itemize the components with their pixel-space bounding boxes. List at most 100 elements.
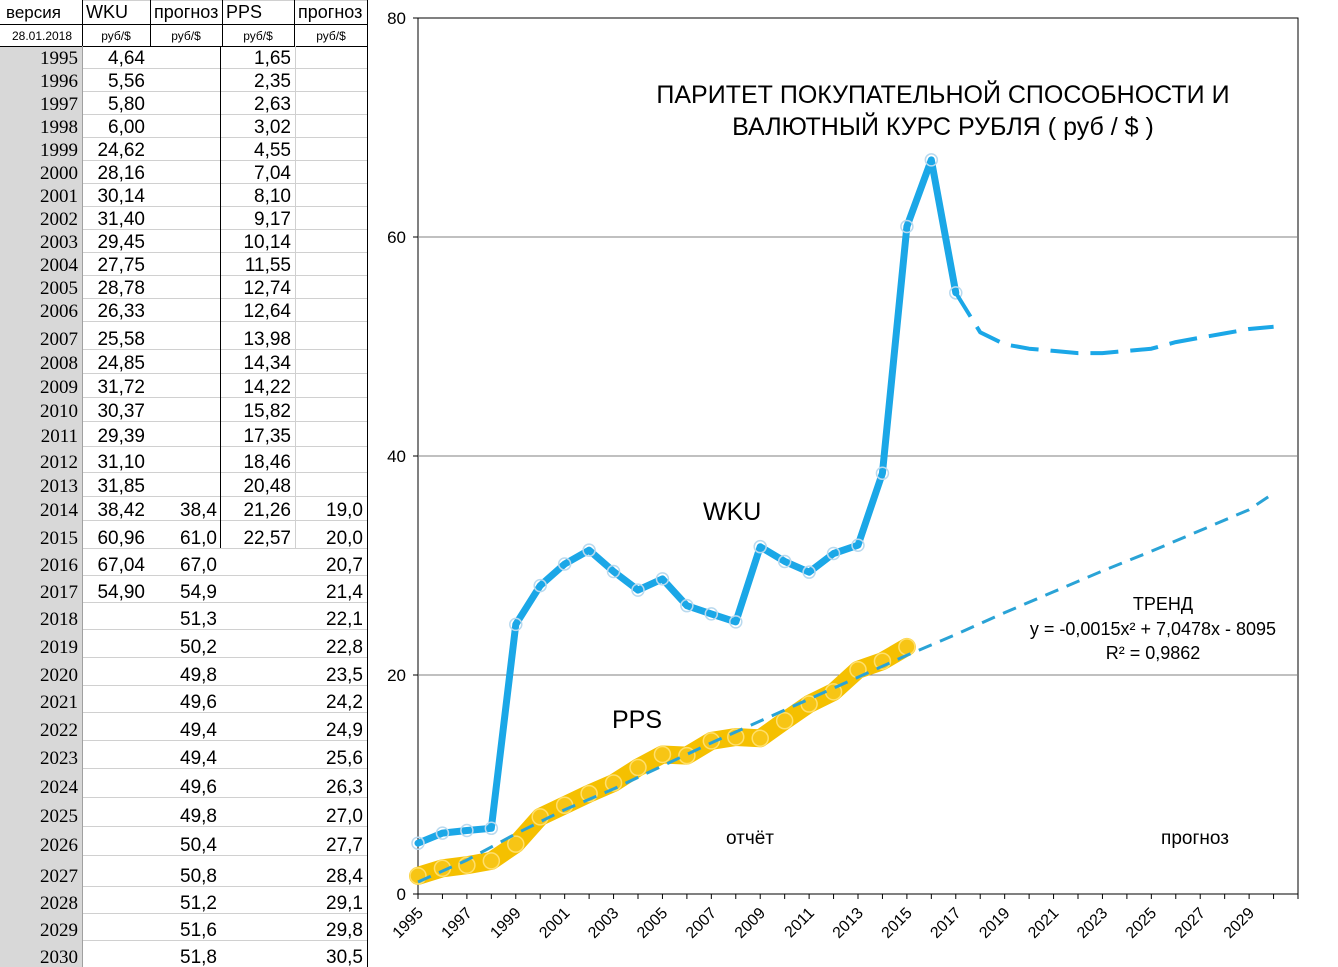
table-row-year: 2002 <box>40 209 78 230</box>
table-cell: 28,16 <box>97 163 145 184</box>
data-point <box>629 758 647 777</box>
table-cell: 11,55 <box>245 255 291 276</box>
table-row-year: 2009 <box>40 377 78 398</box>
table-cell: 4,55 <box>254 140 291 161</box>
table-header: WKU <box>86 2 128 22</box>
table-row-year: 2025 <box>40 806 78 827</box>
table-cell: 28,78 <box>97 278 145 299</box>
table-cell: 49,6 <box>180 777 217 798</box>
table-cell: 12,64 <box>243 301 291 322</box>
data-point <box>851 538 865 552</box>
table-row-year: 2019 <box>40 637 78 658</box>
table-cell: 29,8 <box>326 920 363 941</box>
table-cell: 31,40 <box>97 209 145 230</box>
table-cell: 6,00 <box>108 117 145 138</box>
data-point <box>898 638 916 656</box>
table-subheader: руб/$ <box>316 29 346 43</box>
table-cell: 5,56 <box>108 71 145 92</box>
table-cell: 49,8 <box>180 806 217 827</box>
data-point <box>507 835 525 853</box>
data-point <box>777 554 792 569</box>
series-line-1 <box>954 291 1274 356</box>
y-tick-label: 80 <box>387 9 406 28</box>
table-row-year: 2023 <box>40 748 78 769</box>
table-cell: 38,4 <box>180 500 217 521</box>
y-tick-label: 60 <box>387 228 406 247</box>
table-row-year: 1998 <box>40 117 78 138</box>
wku-series-label: WKU <box>703 498 761 526</box>
data-point <box>531 808 549 826</box>
table-cell: 49,6 <box>180 692 217 713</box>
table-header: версия <box>6 3 61 22</box>
table-cell: 24,62 <box>97 140 145 161</box>
table-cell: 28,4 <box>326 866 363 887</box>
series-line-3 <box>417 491 1275 884</box>
table-cell: 22,57 <box>243 528 291 549</box>
table-row-year: 2014 <box>40 500 79 521</box>
table-header: PPS <box>226 2 262 22</box>
table-cell: 13,98 <box>243 329 291 350</box>
table-cell: 51,6 <box>180 920 217 941</box>
data-point <box>460 823 474 838</box>
table-row-year: 2005 <box>40 278 78 299</box>
table-subheader: руб/$ <box>171 29 201 43</box>
year-column-bg <box>0 46 82 967</box>
y-tick-label: 20 <box>387 666 406 685</box>
table-row-year: 2000 <box>40 163 78 184</box>
data-point <box>435 826 450 840</box>
table-cell: 23,5 <box>326 665 363 686</box>
data-point <box>826 546 841 561</box>
table-cell: 49,4 <box>180 720 217 741</box>
table-cell: 25,58 <box>97 329 145 350</box>
table-row-year: 2003 <box>40 232 78 253</box>
table-cell: 54,9 <box>180 582 217 603</box>
data-point <box>900 219 914 234</box>
table-cell: 8,10 <box>254 186 291 207</box>
table-cell: 12,74 <box>243 278 291 299</box>
table-cell: 49,8 <box>180 665 217 686</box>
table-cell: 67,04 <box>97 555 145 576</box>
series-line-0 <box>414 156 960 847</box>
table-cell: 54,90 <box>97 582 145 603</box>
table-cell: 21,4 <box>326 582 363 603</box>
table-row-year: 1996 <box>40 71 78 92</box>
table-cell: 29,39 <box>97 426 145 447</box>
table-cell: 30,14 <box>97 186 145 207</box>
table-subheader: руб/$ <box>243 29 273 43</box>
chart-series <box>409 153 1275 885</box>
table-row-year: 2021 <box>40 692 78 713</box>
table-cell: 20,48 <box>243 476 291 497</box>
data-point <box>631 583 645 597</box>
data-point <box>949 286 963 300</box>
table-row-year: 2030 <box>40 947 78 967</box>
table-row-year: 2006 <box>40 301 78 322</box>
table-row-year: 2029 <box>40 920 78 941</box>
table-cell: 22,1 <box>326 609 363 630</box>
table-row-year: 1997 <box>40 94 78 115</box>
report-label: отчёт <box>726 828 774 849</box>
chart-title-line-1: ПАРИТЕТ ПОКУПАТЕЛЬНОЙ СПОСОБНОСТИ И <box>656 79 1229 109</box>
table-row-year: 2017 <box>40 582 78 603</box>
table-cell: 31,72 <box>97 377 145 398</box>
table-cell: 10,14 <box>243 232 291 253</box>
table-cell: 24,9 <box>326 720 363 741</box>
data-point <box>482 852 501 870</box>
table-row-year: 2013 <box>40 476 78 497</box>
chart-title-line-2: ВАЛЮТНЫЙ КУРС РУБЛЯ ( руб / $ ) <box>732 111 1154 141</box>
table-cell: 20,0 <box>326 528 363 549</box>
table-cell: 49,4 <box>180 748 217 769</box>
table-cell: 27,75 <box>97 255 145 276</box>
data-point <box>729 615 743 629</box>
table-row-year: 2028 <box>40 893 78 914</box>
table-row-year: 2004 <box>40 255 79 276</box>
pps-series-label: PPS <box>612 706 662 734</box>
table-cell: 2,35 <box>254 71 291 92</box>
trend-formula: y = -0,0015x² + 7,0478x - 8095 <box>1030 619 1276 639</box>
table-cell: 38,42 <box>97 500 145 521</box>
table-cell: 24,2 <box>326 692 363 713</box>
table-cell: 67,0 <box>180 555 217 576</box>
table-cell: 2,63 <box>254 94 291 115</box>
data-point <box>704 607 719 621</box>
table-cell: 25,6 <box>326 748 363 769</box>
data-point <box>753 539 767 554</box>
